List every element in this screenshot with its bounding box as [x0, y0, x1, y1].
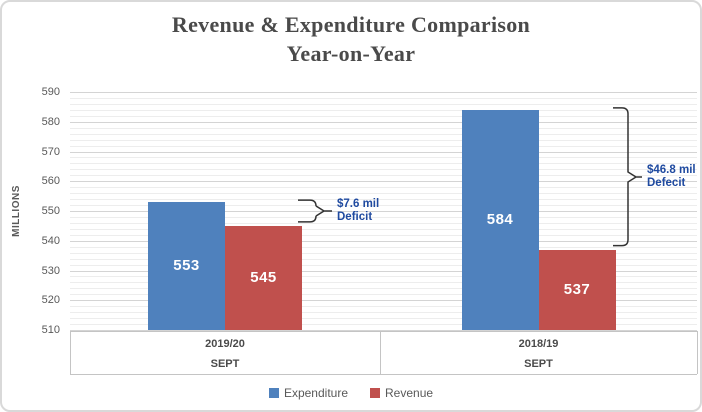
y-axis-tick-label: 560 [41, 175, 60, 187]
deficit-annotation-word: Deficit [337, 211, 373, 223]
major-gridline [70, 300, 697, 301]
chart-title: Revenue & Expenditure Comparison Year-on… [2, 10, 700, 68]
minor-gridline [70, 294, 697, 295]
minor-gridline [70, 276, 697, 277]
minor-gridline [70, 288, 697, 289]
minor-gridline [70, 259, 697, 260]
legend-item-expenditure[interactable]: Expenditure [268, 386, 348, 400]
minor-gridline [70, 110, 697, 111]
minor-gridline [70, 128, 697, 129]
y-axis-tick-label: 510 [41, 324, 60, 336]
minor-gridline [70, 205, 697, 206]
minor-gridline [70, 146, 697, 147]
minor-gridline [70, 318, 697, 319]
bar-value-label: 584 [486, 210, 514, 228]
bar-revenue[interactable] [225, 225, 302, 330]
minor-gridline [70, 163, 697, 164]
minor-gridline [70, 116, 697, 117]
minor-gridline [70, 104, 697, 105]
y-axis-tick-label: 540 [41, 235, 60, 247]
bar-expenditure[interactable] [148, 202, 225, 330]
legend: Expenditure Revenue [2, 386, 700, 400]
deficit-annotation-word: Defecit [647, 177, 686, 189]
category-month-label: SEPT [210, 358, 240, 370]
category-box-divider [697, 331, 698, 374]
minor-gridline [70, 187, 697, 188]
major-gridline [70, 241, 697, 242]
bar-expenditure[interactable] [461, 109, 539, 330]
category-box-top-border [70, 331, 697, 332]
minor-gridline [70, 312, 697, 313]
bar-revenue[interactable] [538, 249, 616, 330]
deficit-annotation: $7.6 mil Deficit [337, 198, 379, 224]
category-month-label: SEPT [524, 358, 553, 370]
major-gridline [70, 181, 697, 182]
minor-gridline [70, 157, 697, 158]
deficit-annotation-amount: $7.6 mil [337, 198, 380, 210]
minor-gridline [70, 223, 697, 224]
category-box-bottom-border [70, 374, 697, 375]
minor-gridline [70, 98, 697, 99]
deficit-annotation-amount: $46.8 mil [647, 164, 696, 176]
minor-gridline [70, 324, 697, 325]
category-box-divider [380, 331, 381, 374]
minor-gridline [70, 282, 697, 283]
major-gridline [70, 152, 697, 153]
minor-gridline [70, 265, 697, 266]
category-year-label: 2018/19 [518, 338, 559, 350]
y-axis-tick-label: 580 [41, 116, 60, 128]
legend-item-revenue[interactable]: Revenue [370, 386, 433, 400]
legend-label: Expenditure [283, 386, 348, 400]
minor-gridline [70, 235, 697, 236]
y-axis-tick-label: 520 [41, 294, 60, 306]
minor-gridline [70, 169, 697, 170]
major-gridline [70, 122, 697, 123]
bar-value-label: 553 [173, 257, 200, 275]
minor-gridline [70, 306, 697, 307]
y-axis-tick-label: 550 [41, 205, 60, 217]
bar-value-label: 537 [563, 280, 591, 298]
chart-title-line-2: Year-on-Year [286, 41, 416, 66]
legend-swatch-icon [370, 388, 380, 398]
minor-gridline [70, 175, 697, 176]
y-axis-tick-label: 590 [41, 86, 60, 98]
minor-gridline [70, 193, 697, 194]
major-gridline [70, 271, 697, 272]
category-year-label: 2019/20 [205, 338, 245, 350]
deficit-annotation: $46.8 mil Defecit [647, 164, 696, 190]
major-gridline [70, 211, 697, 212]
bar-value-label: 545 [250, 268, 277, 286]
minor-gridline [70, 247, 697, 248]
minor-gridline [70, 217, 697, 218]
y-axis-title: MILLIONS [11, 185, 22, 237]
minor-gridline [70, 134, 697, 135]
major-gridline [70, 330, 697, 331]
minor-gridline [70, 229, 697, 230]
y-axis-tick-label: 530 [41, 265, 60, 277]
major-gridline [70, 92, 697, 93]
minor-gridline [70, 199, 697, 200]
y-axis-tick-label: 570 [41, 146, 60, 158]
category-box-divider [70, 331, 71, 374]
legend-swatch-icon [268, 388, 279, 398]
chart-title-line-1: Revenue & Expenditure Comparison [171, 12, 531, 37]
legend-label: Revenue [385, 386, 434, 400]
minor-gridline [70, 140, 697, 141]
minor-gridline [70, 253, 697, 254]
